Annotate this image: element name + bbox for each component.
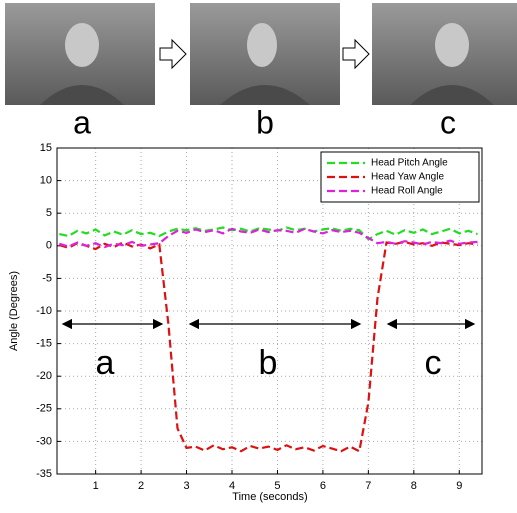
- arrow-icon: [342, 38, 370, 70]
- legend-label: Head Yaw Angle: [371, 172, 444, 183]
- y-tick-label: 10: [40, 175, 52, 187]
- y-tick-label: -35: [36, 468, 52, 480]
- annotation: c: [425, 344, 442, 382]
- photos: a b c: [5, 3, 517, 140]
- plot-frame: [56, 147, 483, 475]
- arrow-icon: [159, 38, 187, 70]
- x-tick-label: 3: [183, 480, 189, 492]
- y-tick-label: 5: [46, 207, 52, 219]
- series-line: [58, 227, 478, 249]
- y-tick-label: -10: [36, 305, 52, 317]
- series-line: [59, 226, 478, 241]
- y-tick-label: -30: [36, 435, 52, 447]
- series-line: [58, 240, 478, 453]
- annotation: a: [96, 344, 115, 382]
- x-tick-label: 1: [93, 480, 99, 492]
- x-axis-label: Time (seconds): [232, 491, 307, 503]
- photo-label: a: [73, 104, 91, 140]
- y-tick-label: -25: [36, 403, 52, 415]
- legend-label: Head Pitch Angle: [371, 158, 448, 169]
- x-tick-label: 2: [138, 480, 144, 492]
- photo-label: b: [256, 104, 274, 140]
- y-tick-label: 0: [46, 240, 52, 252]
- chart: -35 -30 -25 -20 -15 -10 -5 0 5 10 15 1 2 3 4 5 6 7 8 9 Head …: [36, 142, 483, 492]
- y-tick-label: 15: [40, 142, 52, 154]
- x-tick-label: 6: [320, 480, 326, 492]
- photo-label: c: [440, 104, 456, 140]
- photo: [372, 3, 517, 105]
- x-tick-label: 8: [411, 480, 417, 492]
- legend-label: Head Roll Angle: [371, 186, 443, 197]
- y-tick-label: -15: [36, 338, 52, 350]
- x-tick-label: 9: [456, 480, 462, 492]
- legend-box: [320, 151, 480, 203]
- x-tick-label: 7: [365, 480, 371, 492]
- x-tick-label: 4: [229, 480, 235, 492]
- y-tick-label: -5: [42, 272, 52, 284]
- x-tick-label: 5: [274, 480, 280, 492]
- annotation: b: [259, 344, 278, 382]
- photo: [5, 3, 155, 105]
- photo: [190, 3, 340, 105]
- y-tick-label: -20: [36, 370, 52, 382]
- y-axis-label: Angle (Degrees): [8, 271, 20, 351]
